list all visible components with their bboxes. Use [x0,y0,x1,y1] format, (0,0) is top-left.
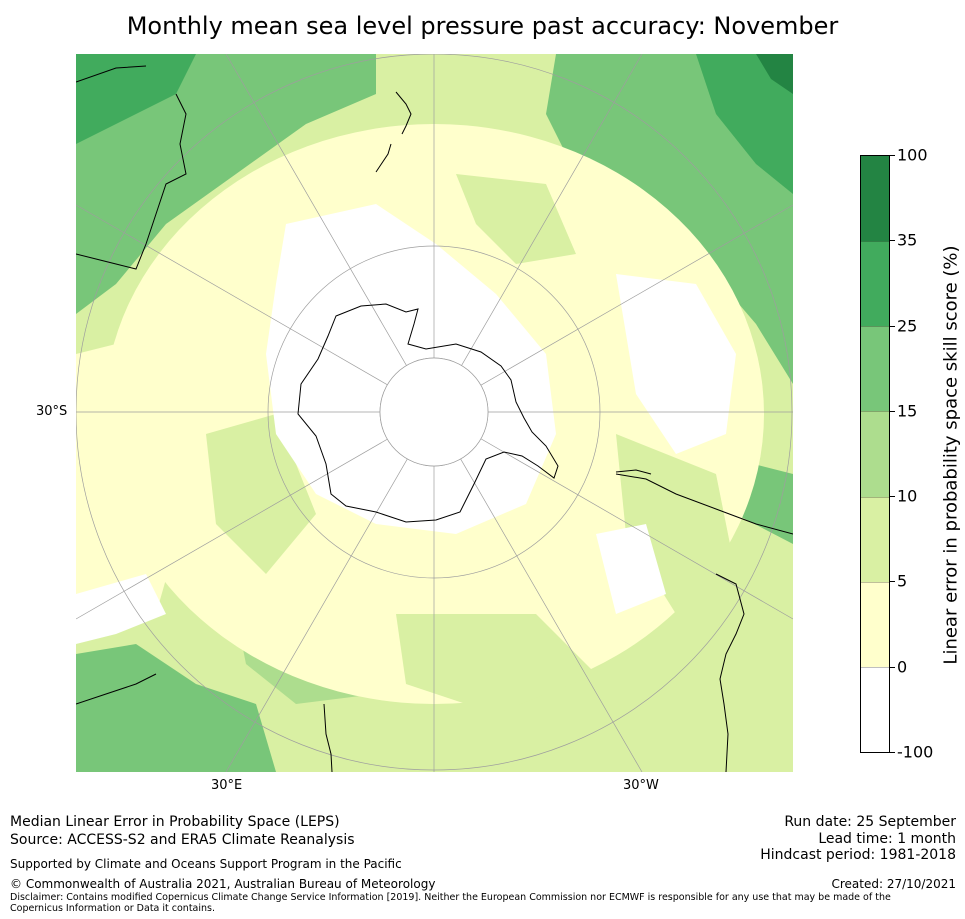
field-darkgreen-corner [756,54,793,94]
footer-source-line: Source: ACCESS-S2 and ERA5 Climate Reana… [10,832,355,848]
colorbar-tick [890,581,895,583]
footer-lead-time: Lead time: 1 month [818,831,956,847]
lat-label-30s: 30°S [36,404,68,419]
chart-title: Monthly mean sea level pressure past acc… [126,12,839,40]
field-white-left [76,574,166,644]
footer-disclaimer: Disclaimer: Contains modified Copernicus… [10,892,891,914]
coastline-australia [76,65,187,270]
colorbar-tick [890,496,895,498]
field-green-bottomleft [76,644,276,772]
colorbar-separator [861,241,889,243]
colorbar-tick [890,410,895,412]
coastline-south-america [615,473,793,772]
coastline-new-zealand [375,91,412,173]
colorbar-tick [890,240,895,242]
colorbar [860,155,890,753]
field-white-bottomright [596,524,666,614]
map-svg [76,54,793,772]
field-lime-patch-1 [456,174,576,264]
colorbar-bin [861,496,889,582]
footer-created: Created: 27/10/2021 [831,877,956,891]
colorbar-tick-label: 5 [897,571,908,591]
colorbar-bin [861,241,889,327]
lon-label-30e: 30°E [211,778,243,793]
lon-label-30w: 30°W [623,778,659,793]
colorbar-bin [861,326,889,412]
colorbar-tick [890,325,895,327]
field-lime-patch-3 [396,614,596,714]
colorbar-bin [861,411,889,497]
colorbar-title: Linear error in probability space skill … [940,245,962,665]
coastline-antarctica [297,303,559,523]
colorbar-tick-label: 35 [897,230,918,250]
footer-copyright: © Commonwealth of Australia 2021, Austra… [10,877,436,891]
colorbar-tick [890,155,895,156]
colorbar-tick-label: 25 [897,316,918,336]
field-pale-left [76,334,196,634]
field-green-topleft [76,54,376,314]
graticule-pole-mask [380,358,488,466]
colorbar-bin [861,156,889,242]
field-white-right [616,274,736,454]
colorbar-tick-label: 0 [897,657,908,677]
coastline-falklands [615,469,652,475]
field-green-topright-dark [696,54,793,194]
field-lime-patch-2 [206,414,316,574]
map-panel [76,54,793,772]
colorbar-separator [861,326,889,328]
colorbar-tick-label: 15 [897,401,918,421]
footer-run-date: Run date: 25 September [784,814,956,830]
footer-hindcast: Hindcast period: 1981-2018 [760,847,956,863]
colorbar-separator [861,666,889,668]
colorbar-tick [890,666,895,668]
colorbar-tick-label: 10 [897,486,918,506]
colorbar-bin [861,581,889,667]
colorbar-separator [861,496,889,498]
graticule-ring-80 [379,357,489,467]
colorbar-tick [890,752,895,753]
colorbar-separator [861,581,889,583]
colorbar-separator [861,411,889,413]
coastline-africa [76,673,333,772]
footer-supported: Supported by Climate and Oceans Support … [10,857,402,871]
colorbar-tick-label: 100 [897,145,928,165]
field-green-topleft-dark [76,54,196,144]
footer-leps-line: Median Linear Error in Probability Space… [10,814,340,830]
colorbar-tick-label: -100 [897,742,934,762]
colorbar-bin [861,666,889,752]
